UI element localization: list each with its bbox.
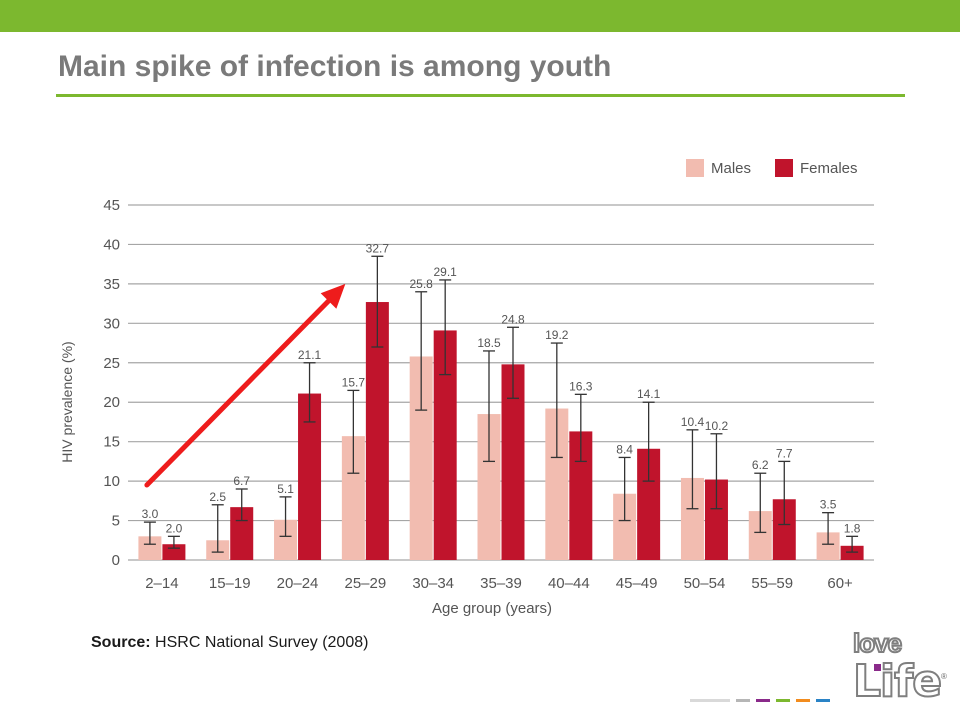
bar-males xyxy=(816,532,840,560)
legend-label-males: Males xyxy=(711,160,751,177)
bar-females xyxy=(840,545,864,560)
data-label-males: 2.5 xyxy=(209,490,226,504)
data-label-males: 18.5 xyxy=(477,336,501,350)
gridlines xyxy=(128,204,874,561)
y-tick-label: 5 xyxy=(112,513,120,530)
arrow-shaft xyxy=(144,298,332,488)
bar-males xyxy=(274,519,298,560)
x-tick-label: 2–14 xyxy=(145,575,178,592)
title-underline xyxy=(56,94,905,97)
source-label: Source: xyxy=(91,634,151,651)
x-tick-label: 45–49 xyxy=(616,575,658,592)
legend-swatch-males xyxy=(686,159,704,177)
data-label-males: 3.0 xyxy=(142,507,159,521)
data-labels: 3.0 2.0 2.5 6.7 5.1 21.1 15.7 32.7 25.829.1 18.52… xyxy=(142,241,861,535)
x-tick-label: 25–29 xyxy=(345,575,387,592)
logo-line-2: Life xyxy=(852,655,943,708)
source-text: HSRC National Survey (2008) xyxy=(155,634,369,651)
y-tick-label: 35 xyxy=(103,276,120,293)
data-label-males: 5.1 xyxy=(277,482,294,496)
legend-swatch-females xyxy=(775,159,793,177)
data-label-females: 2.0 xyxy=(166,521,183,535)
data-label-females: 14.1 xyxy=(637,387,661,401)
y-tick-label: 20 xyxy=(103,394,120,411)
registered-mark: ® xyxy=(941,672,947,681)
bar-males xyxy=(409,356,433,560)
bar-males xyxy=(341,436,365,560)
y-tick-labels: 0 5 10 15 20 25 30 35 40 45 xyxy=(103,197,120,569)
data-label-females: 1.8 xyxy=(844,521,861,535)
y-tick-label: 15 xyxy=(103,434,120,451)
data-label-males: 15.7 xyxy=(342,375,366,389)
bar-males xyxy=(680,477,704,560)
top-accent-bar xyxy=(0,0,960,32)
x-tick-label: 60+ xyxy=(827,575,853,592)
data-label-females: 6.7 xyxy=(233,474,250,488)
legend-label-females: Females xyxy=(800,160,858,177)
bar-females xyxy=(298,393,322,560)
x-tick-label: 55–59 xyxy=(751,575,793,592)
bar-females xyxy=(501,364,525,560)
error-bars xyxy=(143,255,859,553)
source-note: Source: HSRC National Survey (2008) xyxy=(91,634,368,652)
bar-females xyxy=(772,499,796,560)
x-tick-label: 35–39 xyxy=(480,575,522,592)
bar-females xyxy=(569,431,593,560)
data-label-females: 7.7 xyxy=(776,446,793,460)
x-tick-label: 30–34 xyxy=(412,575,454,592)
data-label-females: 24.8 xyxy=(501,312,525,326)
x-tick-label: 20–24 xyxy=(277,575,319,592)
bar-females xyxy=(365,302,389,560)
bars xyxy=(138,302,864,560)
lovelife-logo: love Life ® xyxy=(845,627,950,708)
logo-color-stripes xyxy=(690,699,850,702)
arrow-head xyxy=(320,283,346,309)
bar-males xyxy=(613,493,637,560)
data-label-females: 29.1 xyxy=(434,265,458,279)
y-tick-label: 0 xyxy=(112,552,120,569)
data-label-males: 19.2 xyxy=(545,328,569,342)
logo-line-1: love xyxy=(852,627,903,659)
y-tick-label: 40 xyxy=(103,236,120,253)
y-tick-label: 10 xyxy=(103,473,120,490)
data-label-males: 25.8 xyxy=(410,277,434,291)
x-tick-labels: 2–14 15–19 20–24 25–29 30–34 35–39 40–44 45–49 5… xyxy=(145,575,853,592)
trend-arrow xyxy=(144,283,346,488)
data-label-males: 6.2 xyxy=(752,458,769,472)
data-label-males: 8.4 xyxy=(616,442,633,456)
data-label-females: 21.1 xyxy=(298,348,322,362)
bar-males xyxy=(138,536,162,560)
bar-females xyxy=(704,479,728,560)
x-axis-label: Age group (years) xyxy=(432,600,552,617)
slide-title: Main spike of infection is among youth xyxy=(58,50,612,83)
legend: Males Females xyxy=(686,159,858,177)
bar-males xyxy=(477,414,501,560)
hiv-prevalence-chart: 0 5 10 15 20 25 30 35 40 45 3.0 2.0 2.5 6.7 5.1 21.1 15… xyxy=(59,159,874,617)
y-tick-label: 30 xyxy=(103,315,120,332)
data-label-females: 10.2 xyxy=(705,419,729,433)
data-label-males: 3.5 xyxy=(820,498,837,512)
x-tick-label: 15–19 xyxy=(209,575,251,592)
bar-males xyxy=(748,511,772,560)
x-tick-label: 50–54 xyxy=(684,575,726,592)
data-label-females: 32.7 xyxy=(366,241,390,255)
bar-females xyxy=(637,448,661,560)
x-tick-label: 40–44 xyxy=(548,575,590,592)
bar-females xyxy=(433,330,457,560)
data-label-males: 10.4 xyxy=(681,415,705,429)
y-tick-label: 25 xyxy=(103,355,120,372)
data-label-females: 16.3 xyxy=(569,379,593,393)
bar-males xyxy=(545,408,569,560)
y-axis-label: HIV prevalence (%) xyxy=(59,341,75,462)
y-tick-label: 45 xyxy=(103,197,120,214)
logo-dot-icon xyxy=(874,664,881,671)
